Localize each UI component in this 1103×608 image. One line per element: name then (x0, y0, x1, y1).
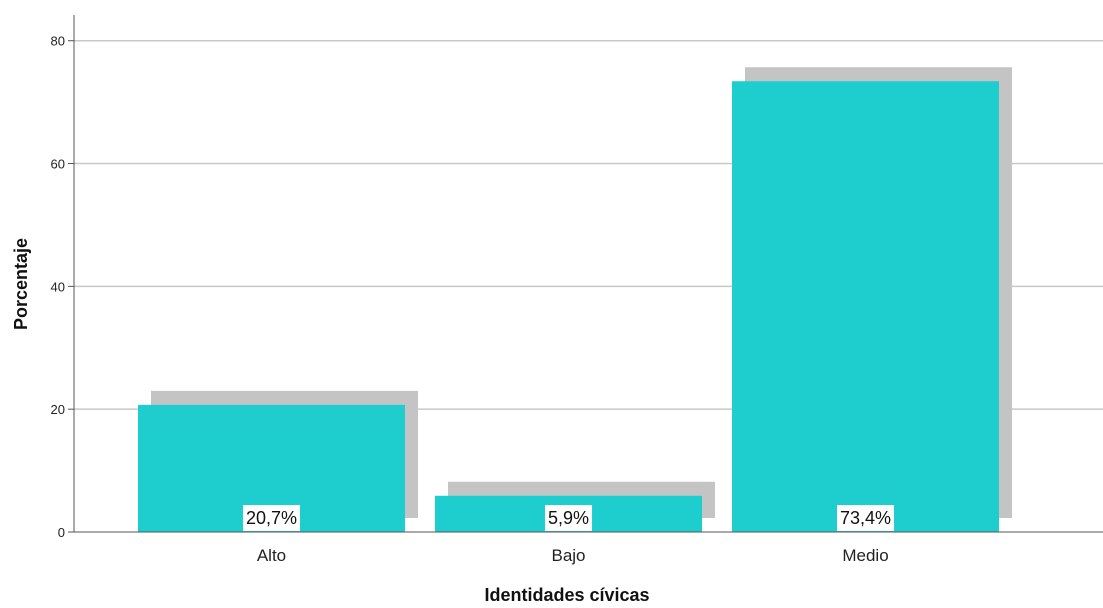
y-tick-label-0: 0 (58, 525, 65, 540)
bars: 20,7% 5,9% 73,4% (138, 67, 1012, 533)
y-tick-label-4: 80 (51, 34, 65, 49)
x-category-label-medio: Medio (842, 546, 888, 565)
x-category-label-alto: Alto (257, 546, 286, 565)
x-axis-title: Identidades cívicas (484, 585, 649, 605)
y-axis-ticks: 0 20 40 60 80 (51, 34, 74, 540)
axes (73, 15, 1103, 533)
y-tick-label-3: 60 (51, 157, 65, 172)
y-axis-title: Porcentaje (11, 238, 31, 330)
data-label-box (544, 505, 593, 531)
bar-medio (732, 81, 999, 533)
data-label-text: 5,9% (548, 508, 589, 528)
x-axis-category-labels: Alto Bajo Medio (257, 546, 889, 565)
y-tick-label-1: 20 (51, 402, 65, 417)
data-label-alto: 20,7% (242, 505, 301, 531)
data-label-text: 73,4% (840, 508, 891, 528)
data-label-medio: 73,4% (836, 505, 895, 531)
data-label-box (242, 505, 301, 531)
data-label-bajo: 5,9% (544, 505, 593, 531)
x-category-label-bajo: Bajo (551, 546, 585, 565)
y-tick-label-2: 40 (51, 279, 65, 294)
data-label-box (836, 505, 895, 531)
data-label-text: 20,7% (246, 508, 297, 528)
